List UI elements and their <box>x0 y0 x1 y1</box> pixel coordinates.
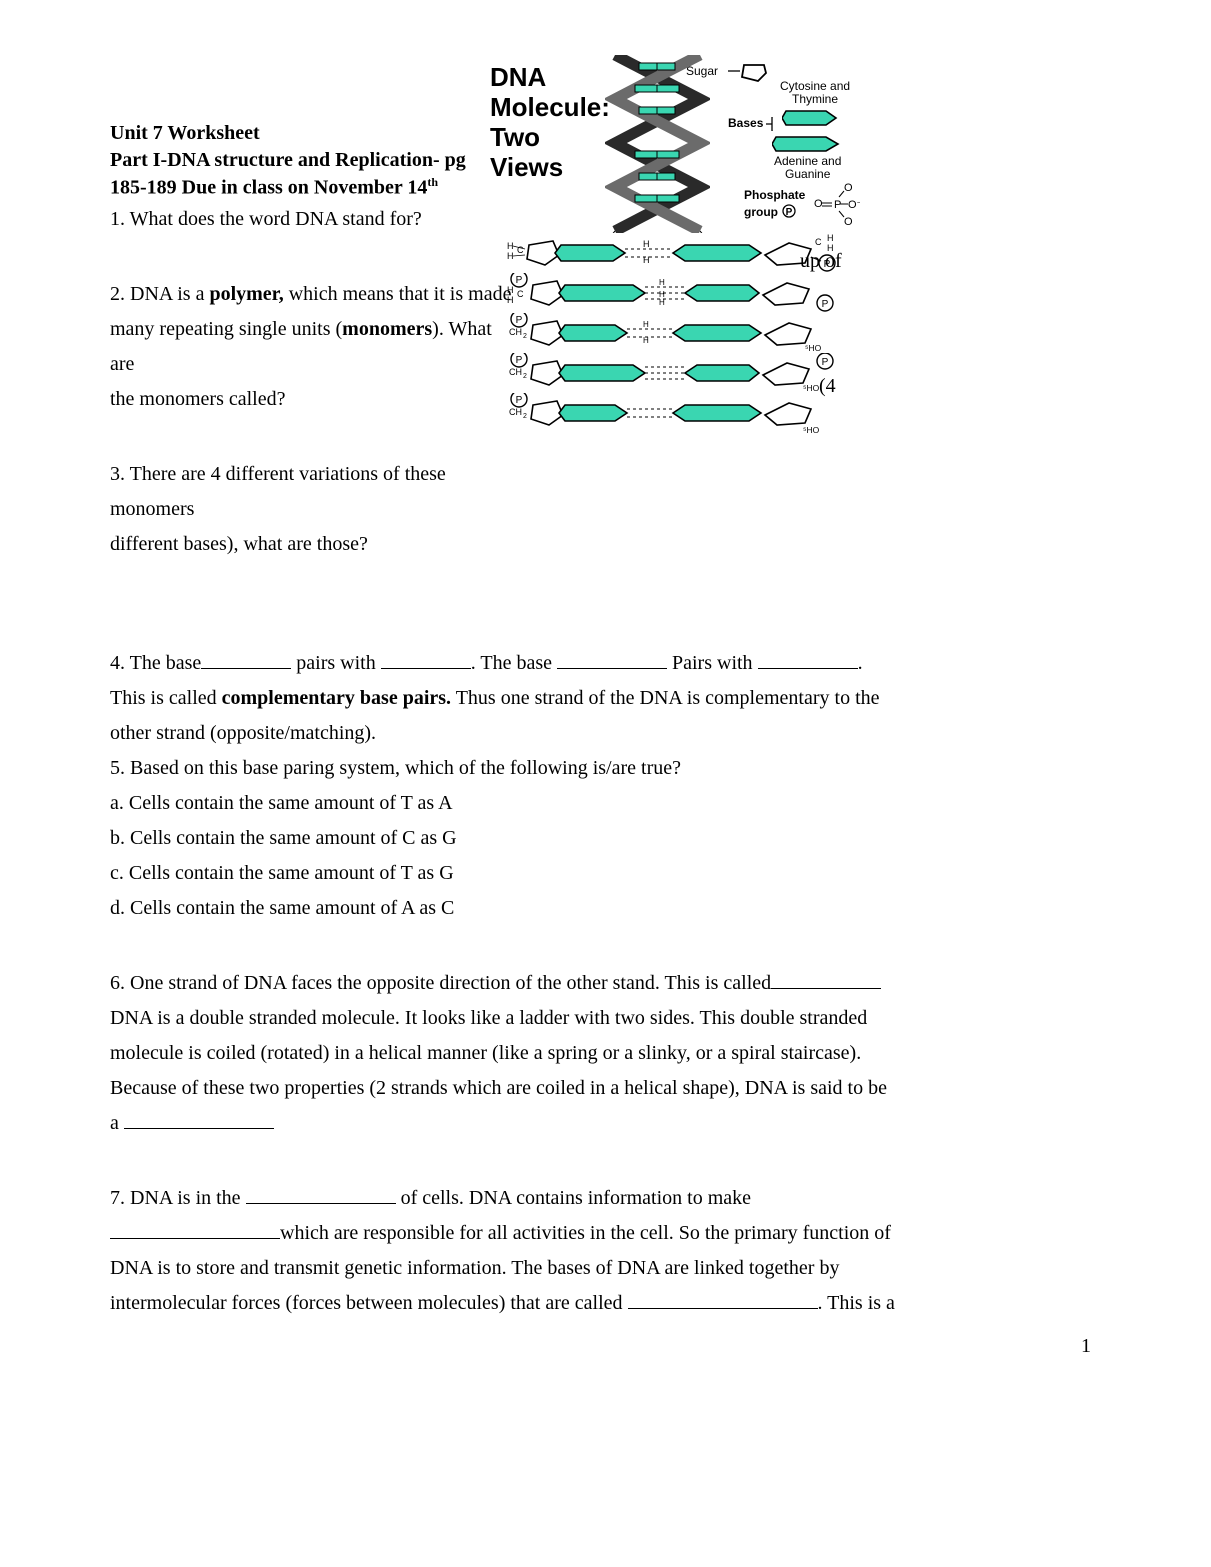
svg-text:CH: CH <box>509 327 522 337</box>
question-5-b: b. Cells contain the same amount of C as… <box>110 821 1101 856</box>
ct-base-icon <box>782 107 842 129</box>
q2-wrap-upof: up of <box>800 250 842 273</box>
legend-bases-label: Bases <box>728 117 763 130</box>
blank-base1[interactable] <box>201 651 291 669</box>
ladder-rung-3: P H H ⁵HO CH 2 <box>505 313 855 353</box>
question-3: 3. There are 4 different variations of t… <box>110 457 530 527</box>
svg-text:H: H <box>643 239 650 249</box>
svg-text:H: H <box>643 336 649 345</box>
svg-text:O: O <box>844 216 853 227</box>
question-2-line2: many repeating single units (monomers). … <box>110 312 520 382</box>
svg-text:⁵HO: ⁵HO <box>803 383 820 393</box>
question-6-line2: DNA is a double stranded molecule. It lo… <box>110 1001 1101 1036</box>
ag-base-icon <box>772 133 842 155</box>
blank-base2[interactable] <box>557 651 667 669</box>
question-6-line4: Because of these two properties (2 stran… <box>110 1071 1101 1106</box>
svg-text:O: O <box>844 182 853 194</box>
svg-text:P: P <box>822 357 829 368</box>
legend-phos-l2: group P <box>744 203 797 219</box>
diagram-title: DNA Molecule: Two Views <box>490 63 610 183</box>
diagram-title-l2: Molecule: <box>490 93 610 123</box>
ladder-rung-5: P ⁵HO CH 2 <box>505 393 855 437</box>
question-5-stem: 5. Based on this base paring system, whi… <box>110 751 1101 786</box>
svg-text:H: H <box>507 241 514 251</box>
svg-text:C: C <box>815 237 822 247</box>
worksheet-header: Unit 7 Worksheet Part I-DNA structure an… <box>110 120 490 237</box>
question-6-line3: molecule is coiled (rotated) in a helica… <box>110 1036 1101 1071</box>
question-6-line5: a <box>110 1106 1101 1141</box>
svg-text:P: P <box>516 275 523 286</box>
blank-hbonds[interactable] <box>628 1291 818 1309</box>
svg-text:P: P <box>822 299 829 310</box>
svg-text:O⁻: O⁻ <box>848 199 860 211</box>
svg-text:H: H <box>659 298 665 307</box>
header-line2: Part I-DNA structure and Replication- pg <box>110 147 490 174</box>
svg-text:P: P <box>834 199 841 211</box>
header-line3: 185-189 Due in class on November 14th <box>110 174 490 202</box>
svg-text:C: C <box>517 245 524 255</box>
question-3-line2: different bases), what are those? <box>110 527 1101 562</box>
svg-text:O: O <box>814 198 823 210</box>
legend-ct-label: Cytosine and Thymine <box>780 80 850 106</box>
question-7-line2: which are responsible for all activities… <box>110 1216 1101 1251</box>
svg-text:CH: CH <box>509 407 522 417</box>
ladder-rung-4: P P ⁵HO CH 2 <box>505 353 855 393</box>
blank-nucleus[interactable] <box>246 1186 396 1204</box>
question-2-line3: the monomers called? <box>110 382 520 417</box>
blank-antiparallel[interactable] <box>771 971 881 989</box>
diagram-title-l3: Two <box>490 123 610 153</box>
dna-helix-icon <box>605 55 710 233</box>
svg-text:H: H <box>643 255 650 265</box>
svg-text:2: 2 <box>523 413 527 420</box>
svg-text:H: H <box>827 233 834 243</box>
svg-text:2: 2 <box>523 373 527 380</box>
question-4-line3: other strand (opposite/matching). <box>110 716 1101 751</box>
svg-text:P: P <box>516 315 523 326</box>
page-number: 1 <box>1081 1335 1091 1358</box>
svg-text:CH: CH <box>509 367 522 377</box>
blank-pair2[interactable] <box>758 651 858 669</box>
bases-bracket-icon <box>766 117 782 131</box>
question-7-line3: DNA is to store and transmit genetic inf… <box>110 1251 1101 1286</box>
svg-text:⁵HO: ⁵HO <box>803 425 820 435</box>
phosphate-molecule-icon: O O P O⁻ O <box>810 181 860 227</box>
svg-text:P: P <box>516 355 523 366</box>
svg-text:H: H <box>507 251 514 261</box>
svg-text:H: H <box>659 278 665 287</box>
question-6: 6. One strand of DNA faces the opposite … <box>110 966 1101 1001</box>
svg-text:C: C <box>517 289 524 299</box>
question-5-c: c. Cells contain the same amount of T as… <box>110 856 1101 891</box>
svg-text:H: H <box>643 320 649 329</box>
svg-text:H: H <box>507 295 514 305</box>
svg-text:⁵HO: ⁵HO <box>805 343 822 353</box>
question-7-line4: intermolecular forces (forces between mo… <box>110 1286 1101 1321</box>
question-4-line2: This is called complementary base pairs.… <box>110 681 1101 716</box>
legend-ag-label: Adenine and Guanine <box>774 155 841 181</box>
blank-proteins[interactable] <box>110 1221 280 1239</box>
svg-text:P: P <box>516 395 523 406</box>
ladder-rung-2: P H H H P H H C <box>505 273 855 313</box>
question-5-a: a. Cells contain the same amount of T as… <box>110 786 1101 821</box>
worksheet-page: DNA Molecule: Two Views Sugar Cytosine a… <box>0 0 1211 1321</box>
svg-text:H: H <box>507 285 514 295</box>
diagram-title-l1: DNA <box>490 63 610 93</box>
blank-pair1[interactable] <box>381 651 471 669</box>
svg-text:2: 2 <box>523 333 527 340</box>
q3-wrap-paren4: (4 <box>819 375 836 398</box>
question-5-d: d. Cells contain the same amount of A as… <box>110 891 1101 926</box>
sugar-icon <box>728 61 768 83</box>
svg-text:P: P <box>786 207 793 218</box>
question-4: 4. The base pairs with . The base Pairs … <box>110 646 1101 681</box>
header-line1: Unit 7 Worksheet <box>110 120 490 147</box>
legend-phos-l1: Phosphate <box>744 189 805 202</box>
question-2: 2. DNA is a polymer, which means that it… <box>110 277 520 312</box>
diagram-title-l4: Views <box>490 153 610 183</box>
question-1: 1. What does the word DNA stand for? <box>110 202 490 237</box>
blank-double-helix[interactable] <box>124 1111 274 1129</box>
question-7: 7. DNA is in the of cells. DNA contains … <box>110 1181 1101 1216</box>
